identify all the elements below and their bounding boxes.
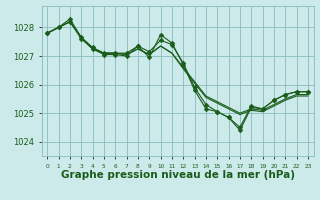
- X-axis label: Graphe pression niveau de la mer (hPa): Graphe pression niveau de la mer (hPa): [60, 170, 295, 180]
